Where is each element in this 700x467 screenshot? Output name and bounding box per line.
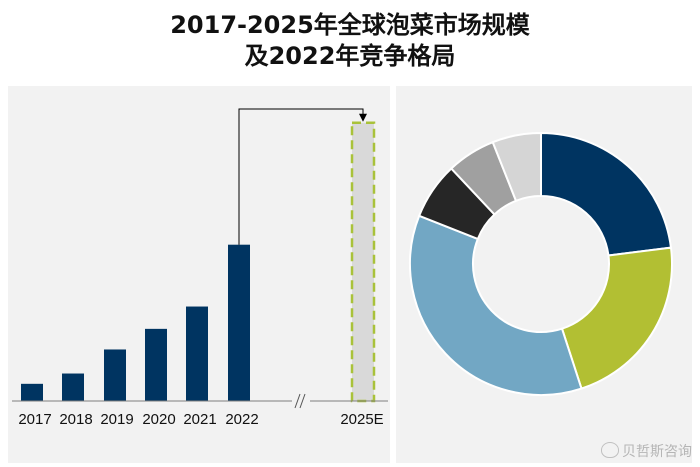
watermark-text: 贝哲斯咨询	[622, 444, 692, 460]
bar-2022	[228, 244, 250, 401]
weibo-icon	[601, 442, 619, 458]
x-tick-label-2017: 2017	[18, 411, 51, 428]
growth-connector-arrowhead	[359, 113, 367, 122]
x-tick-label-2020: 2020	[142, 411, 175, 428]
watermark: 贝哲斯咨询	[601, 441, 692, 461]
donut-slice-2	[560, 246, 673, 390]
bar-2025E	[350, 121, 376, 403]
x-tick-label-2025E: 2025E	[340, 411, 383, 428]
x-tick-label-2019: 2019	[100, 411, 133, 428]
bar-2018	[62, 373, 84, 401]
axis-break-mark-2	[299, 393, 306, 409]
donut-slice-1	[540, 131, 673, 257]
x-tick-label-2018: 2018	[59, 411, 92, 428]
chart-title: 2017-2025年全球泡菜市场规模 及2022年竞争格局	[0, 10, 700, 72]
chart-title-line-1: 2017-2025年全球泡菜市场规模	[170, 11, 530, 39]
chart-title-line-2: 及2022年竞争格局	[244, 42, 456, 70]
x-tick-label-2021: 2021	[183, 411, 216, 428]
bar-2021	[186, 306, 208, 401]
donut-slice-6	[491, 131, 542, 203]
x-tick-label-2022: 2022	[225, 411, 258, 428]
donut-slice-3	[409, 214, 583, 396]
bar-2020	[145, 328, 167, 401]
bar-2019	[104, 349, 126, 401]
axis-break-mark-1	[294, 393, 301, 409]
growth-connector	[238, 108, 364, 245]
bar-2017	[21, 383, 43, 401]
